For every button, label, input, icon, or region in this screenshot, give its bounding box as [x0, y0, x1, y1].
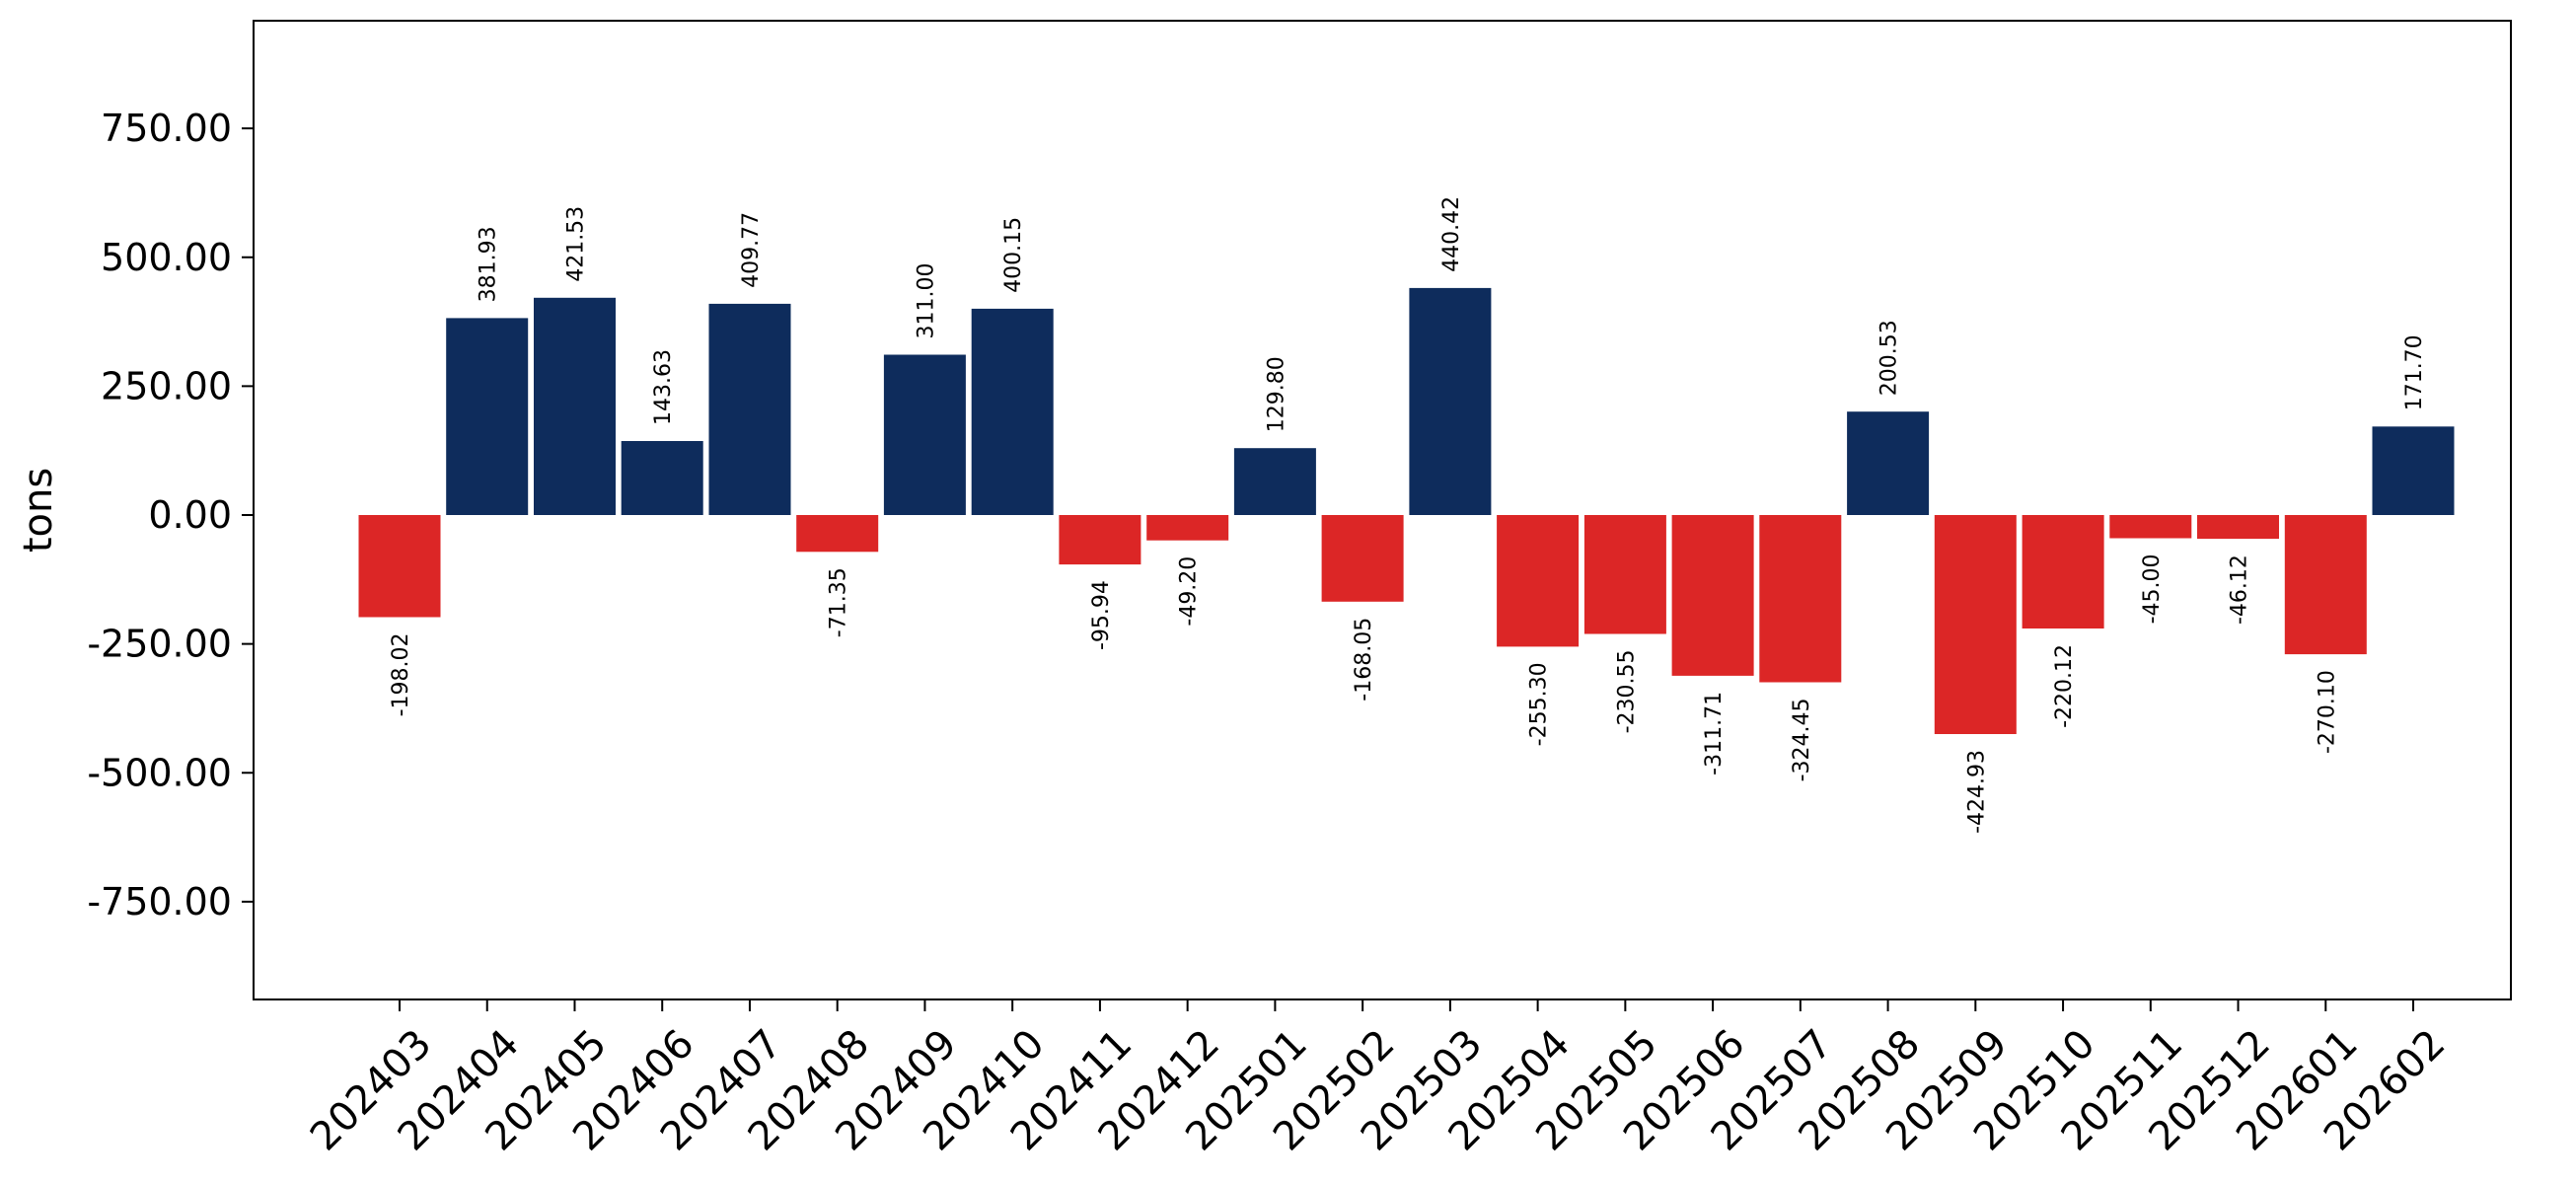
bar-202602	[2372, 426, 2455, 515]
bar-202503	[1409, 287, 1492, 515]
bar-value-label-202411: -95.94	[1089, 580, 1114, 650]
bar-202510	[2022, 515, 2104, 628]
bar-value-label-202407: 409.77	[739, 212, 764, 288]
bar-202412	[1146, 515, 1229, 541]
bar-value-label-202409: 311.00	[914, 263, 938, 339]
bar-value-label-202506: -311.71	[1702, 692, 1727, 776]
y-tick-label-3: 0.00	[148, 493, 232, 537]
bar-202410	[971, 308, 1054, 515]
bar-202406	[621, 441, 703, 515]
bar-202403	[358, 515, 441, 618]
bar-202501	[1233, 448, 1316, 515]
bar-202407	[708, 303, 791, 515]
bar-value-label-202511: -45.00	[2140, 555, 2165, 625]
bar-labels-group: -198.02 381.93 421.53 143.63 409.77 -71.35 311…	[389, 196, 2427, 834]
bars-group	[358, 287, 2455, 734]
x-axis: 2024032024042024052024062024072024082024…	[302, 999, 2454, 1159]
bar-value-label-202502: -168.05	[1352, 618, 1376, 702]
bar-value-label-202505: -230.55	[1614, 650, 1639, 734]
bar-value-label-202406: 143.63	[651, 349, 676, 425]
bar-value-label-202410: 400.15	[1001, 217, 1026, 293]
bar-value-label-202412: -49.20	[1177, 556, 1202, 627]
bar-value-label-202508: 200.53	[1877, 320, 1902, 396]
bar-202409	[883, 354, 966, 515]
bar-value-label-202504: -255.30	[1527, 662, 1552, 746]
bar-202504	[1497, 515, 1580, 647]
bar-202512	[2197, 515, 2279, 540]
bar-202508	[1847, 411, 1930, 515]
y-tick-label-1: -500.00	[87, 751, 232, 794]
bar-value-label-202404: 381.93	[477, 226, 501, 302]
plot-frame	[253, 20, 2512, 1000]
y-tick-label-5: 500.00	[101, 236, 232, 279]
y-tick-label-0: -750.00	[87, 880, 232, 924]
bar-202405	[534, 297, 616, 515]
bar-value-label-202503: 440.42	[1439, 196, 1464, 272]
bar-202511	[2109, 515, 2192, 539]
bar-202506	[1671, 515, 1754, 676]
bar-value-label-202403: -198.02	[389, 633, 413, 717]
y-axis: -750.00 -500.00 -250.00 0.00 250.00 500.00 750…	[87, 107, 254, 924]
bar-value-label-202405: 421.53	[564, 206, 589, 282]
bar-202404	[446, 318, 529, 515]
y-tick-label-6: 750.00	[101, 107, 232, 150]
bar-202502	[1321, 515, 1404, 602]
y-axis-label: tons	[16, 468, 61, 553]
bar-202411	[1059, 515, 1141, 565]
bar-202408	[796, 515, 879, 553]
bar-value-label-202510: -220.12	[2052, 644, 2077, 728]
bar-value-label-202507: -324.45	[1790, 699, 1814, 782]
bar-202505	[1583, 515, 1666, 634]
bar-value-label-202501: 129.80	[1264, 356, 1288, 432]
bar-value-label-202509: -424.93	[1964, 750, 1989, 834]
bar-202507	[1759, 515, 1842, 683]
y-tick-label-4: 250.00	[101, 364, 232, 407]
bar-value-label-202408: -71.35	[827, 567, 851, 637]
bar-value-label-202512: -46.12	[2228, 555, 2252, 625]
bar-value-label-202602: 171.70	[2402, 334, 2427, 410]
bar-value-label-202601: -270.10	[2315, 670, 2339, 754]
y-tick-label-2: -250.00	[87, 623, 232, 666]
bar-202601	[2284, 515, 2367, 655]
bar-202509	[1934, 515, 2017, 734]
